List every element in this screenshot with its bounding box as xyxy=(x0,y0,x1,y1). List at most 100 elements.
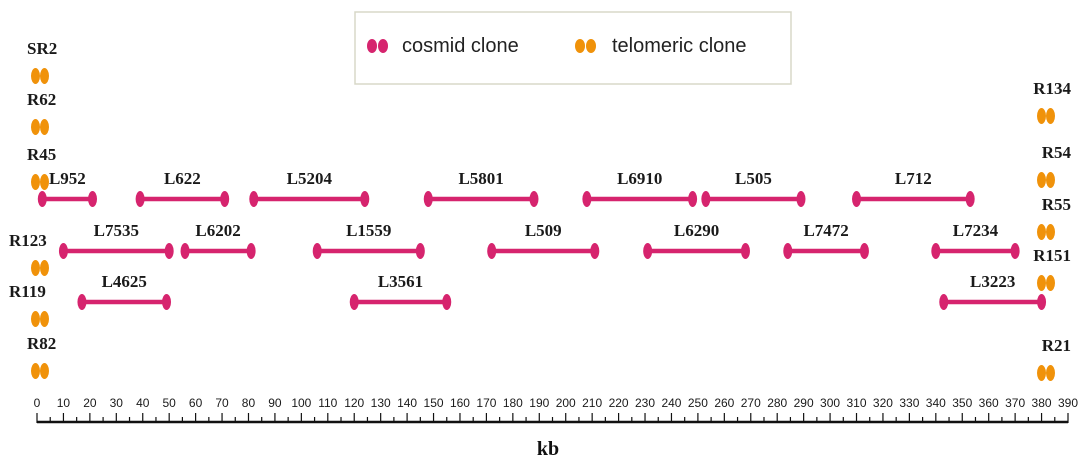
tick-label: 30 xyxy=(110,396,124,410)
tick-label: 0 xyxy=(34,396,41,410)
tick-label: 320 xyxy=(873,396,893,410)
tick-label: 260 xyxy=(714,396,734,410)
telomeric-clone-r119: R119 xyxy=(9,282,49,327)
telomeric-label: R45 xyxy=(27,145,56,164)
clone-end-right xyxy=(162,294,172,310)
cosmid-clone-l5801: L5801 xyxy=(423,169,539,207)
clone-label: L6202 xyxy=(195,221,240,240)
tick-label: 210 xyxy=(582,396,602,410)
clone-end-right xyxy=(859,243,869,259)
cosmid-clone-l5204: L5204 xyxy=(249,169,370,207)
telomeric-clone-r151: R151 xyxy=(1033,246,1071,291)
telomeric-label: R21 xyxy=(1042,336,1071,355)
clone-label: L505 xyxy=(735,169,772,188)
telomeric-legend-label: telomeric clone xyxy=(612,35,747,57)
clone-end-right xyxy=(360,191,370,207)
clone-label: L6290 xyxy=(674,221,719,240)
clone-end-right xyxy=(1037,294,1047,310)
telomeric-marker xyxy=(1046,108,1055,124)
telomeric-label: R54 xyxy=(1042,143,1072,162)
telomeric-marker xyxy=(1037,365,1046,381)
clone-label: L622 xyxy=(164,169,201,188)
cosmid-clone-l509: L509 xyxy=(487,221,600,259)
telomeric-marker xyxy=(31,119,40,135)
clone-end-left xyxy=(701,191,711,207)
clone-label: L952 xyxy=(49,169,86,188)
telomeric-label: R134 xyxy=(1033,79,1071,98)
clone-end-right xyxy=(529,191,539,207)
cosmid-clone-l3223: L3223 xyxy=(939,272,1047,310)
tick-label: 180 xyxy=(503,396,523,410)
telomeric-label: R151 xyxy=(1033,246,1071,265)
tick-label: 130 xyxy=(371,396,391,410)
telomeric-marker xyxy=(1046,365,1055,381)
clone-end-left xyxy=(37,191,47,207)
clone-label: L7472 xyxy=(803,221,848,240)
cosmid-clone-l7535: L7535 xyxy=(58,221,174,259)
clone-label: L1559 xyxy=(346,221,391,240)
telomeric-clone-r55: R55 xyxy=(1037,195,1071,240)
cosmid-clone-l7234: L7234 xyxy=(931,221,1020,259)
cosmid-clone-l712: L712 xyxy=(852,169,975,207)
clone-label: L5204 xyxy=(287,169,333,188)
telomeric-marker xyxy=(31,174,40,190)
tick-label: 190 xyxy=(529,396,549,410)
tick-label: 340 xyxy=(926,396,946,410)
tick-label: 230 xyxy=(635,396,655,410)
tick-label: 200 xyxy=(556,396,576,410)
telomeric-legend-icon xyxy=(575,39,596,53)
clone-label: L4625 xyxy=(102,272,147,291)
tick-label: 160 xyxy=(450,396,470,410)
clone-end-left xyxy=(582,191,592,207)
tick-label: 370 xyxy=(1005,396,1025,410)
cosmid-clone-l6202: L6202 xyxy=(180,221,256,259)
axis-title: kb xyxy=(537,438,559,460)
tick-label: 360 xyxy=(979,396,999,410)
telomeric-marker xyxy=(40,68,49,84)
clone-end-left xyxy=(939,294,949,310)
clone-end-left xyxy=(77,294,87,310)
telomeric-clone-r21: R21 xyxy=(1037,336,1071,381)
cosmid-clone-l4625: L4625 xyxy=(77,272,172,310)
telomeric-label: R123 xyxy=(9,231,47,250)
clone-label: L7535 xyxy=(94,221,139,240)
legend-box xyxy=(354,11,792,85)
legend: cosmid clone telomeric clone xyxy=(354,11,792,85)
tick-label: 100 xyxy=(291,396,311,410)
cosmid-clone-l6910: L6910 xyxy=(582,169,698,207)
clone-end-right xyxy=(220,191,230,207)
tick-label: 380 xyxy=(1032,396,1052,410)
clone-end-left xyxy=(423,191,433,207)
clone-end-right xyxy=(965,191,975,207)
cosmid-clone-l3561: L3561 xyxy=(349,272,452,310)
tick-label: 170 xyxy=(476,396,496,410)
tick-label: 20 xyxy=(83,396,97,410)
tick-label: 220 xyxy=(609,396,629,410)
tick-label: 350 xyxy=(952,396,972,410)
clone-end-right xyxy=(1010,243,1020,259)
tick-label: 110 xyxy=(318,396,337,410)
tick-label: 310 xyxy=(846,396,866,410)
clone-label: L5801 xyxy=(458,169,503,188)
clone-end-left xyxy=(58,243,68,259)
cosmid-clone-l622: L622 xyxy=(135,169,230,207)
clone-end-right xyxy=(415,243,425,259)
clone-end-right xyxy=(88,191,98,207)
telomeric-marker xyxy=(1037,172,1046,188)
telomeric-marker xyxy=(40,174,49,190)
tick-label: 240 xyxy=(661,396,681,410)
telomeric-label: R62 xyxy=(27,90,56,109)
clone-end-left xyxy=(643,243,653,259)
cosmid-legend-label: cosmid clone xyxy=(402,35,519,57)
clone-end-right xyxy=(688,191,698,207)
tick-label: 10 xyxy=(57,396,71,410)
clone-label: L7234 xyxy=(953,221,999,240)
clone-end-right xyxy=(442,294,452,310)
telomeric-label: SR2 xyxy=(27,39,57,58)
telomeric-clone-r82: R82 xyxy=(27,334,56,379)
clone-label: L6910 xyxy=(617,169,662,188)
tick-label: 50 xyxy=(162,396,176,410)
telomeric-clones: SR2 R62 R45 R123 R119 R82 R134 R54 R55 R151 R21 xyxy=(9,39,1071,381)
telomeric-marker xyxy=(1046,224,1055,240)
